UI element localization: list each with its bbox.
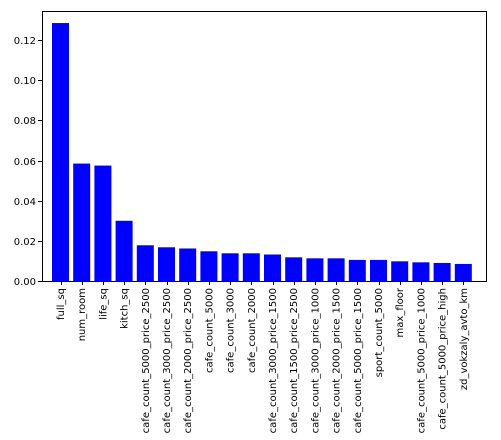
x-tick-label: cafe_count_5000_price_2500 xyxy=(141,288,152,433)
x-tick-label: life_sq xyxy=(98,288,109,320)
bar-cafe-count-5000-price-1500 xyxy=(348,259,366,281)
bar-cafe-count-2000-price-2500 xyxy=(179,248,197,281)
x-tick-label: cafe_count_2000_price_1500 xyxy=(332,288,343,433)
bar-sport-count-5000 xyxy=(370,259,387,281)
bar-cafe-count-2000 xyxy=(242,253,260,281)
x-tick-label: cafe_count_3000_price_1000 xyxy=(310,288,321,433)
bar-cafe-count-3000-price-1500 xyxy=(264,254,281,281)
bar-cafe-count-5000-price-1000 xyxy=(412,262,430,281)
x-tick-label: kitch_sq xyxy=(120,288,131,329)
x-tick-label: cafe_count_5000_price_1000 xyxy=(416,288,427,433)
x-tick-label: zd_vokzaly_avto_km xyxy=(459,288,470,390)
x-tick-label: cafe_count_3000_price_1500 xyxy=(268,288,279,433)
bar-cafe-count-5000-price-high xyxy=(433,262,451,281)
x-tick-label: cafe_count_3000 xyxy=(226,288,237,373)
x-tick-label: max_floor xyxy=(395,287,406,337)
bar-cafe-count-1500-price-2500 xyxy=(285,257,303,281)
bar-cafe-count-2000-price-1500 xyxy=(327,258,345,281)
bar-max-floor xyxy=(391,261,409,281)
y-tick-label: 0.06 xyxy=(14,157,36,168)
x-tick-label: sport_count_5000 xyxy=(374,288,385,377)
bar-cafe-count-5000 xyxy=(200,251,218,281)
bar-cafe-count-3000-price-1000 xyxy=(306,258,324,281)
y-tick-label: 0.04 xyxy=(14,197,36,208)
x-tick-label: cafe_count_3000_price_2500 xyxy=(162,288,173,433)
x-tick-label: full_sq xyxy=(56,288,67,320)
y-tick-label: 0.08 xyxy=(14,116,36,127)
x-tick-label: cafe_count_1500_price_2500 xyxy=(289,288,300,433)
bars xyxy=(52,23,472,281)
x-tick-label: cafe_count_5000_price_high xyxy=(438,288,449,430)
bar-zd-vokzaly-avto-km xyxy=(454,263,472,281)
plot-frame xyxy=(42,11,487,282)
bar-cafe-count-5000-price-2500 xyxy=(136,245,154,281)
bar-cafe-count-3000-price-2500 xyxy=(158,247,175,281)
x-tick-label: cafe_count_5000 xyxy=(204,288,215,373)
bar-num-room xyxy=(73,163,91,281)
bar-life-sq xyxy=(94,165,112,281)
x-tick-label: num_room xyxy=(77,288,88,341)
bar-full-sq xyxy=(52,23,69,281)
x-tick-label: cafe_count_5000_price_1500 xyxy=(353,288,364,433)
y-tick-label: 0.10 xyxy=(14,76,36,87)
y-axis: 0.00 0.02 0.04 0.06 0.08 0.10 0.12 xyxy=(14,36,42,288)
y-tick-label: 0.12 xyxy=(14,36,36,47)
y-tick-label: 0.02 xyxy=(14,237,36,248)
bar-cafe-count-3000 xyxy=(221,253,239,281)
x-axis: full_sq num_room life_sq kitch_sq cafe_count… xyxy=(56,281,470,433)
x-tick-label: cafe_count_2000_price_2500 xyxy=(183,288,194,433)
y-tick-label: 0.00 xyxy=(14,277,36,288)
bar-kitch-sq xyxy=(115,220,133,281)
x-tick-label: cafe_count_2000 xyxy=(247,288,258,373)
